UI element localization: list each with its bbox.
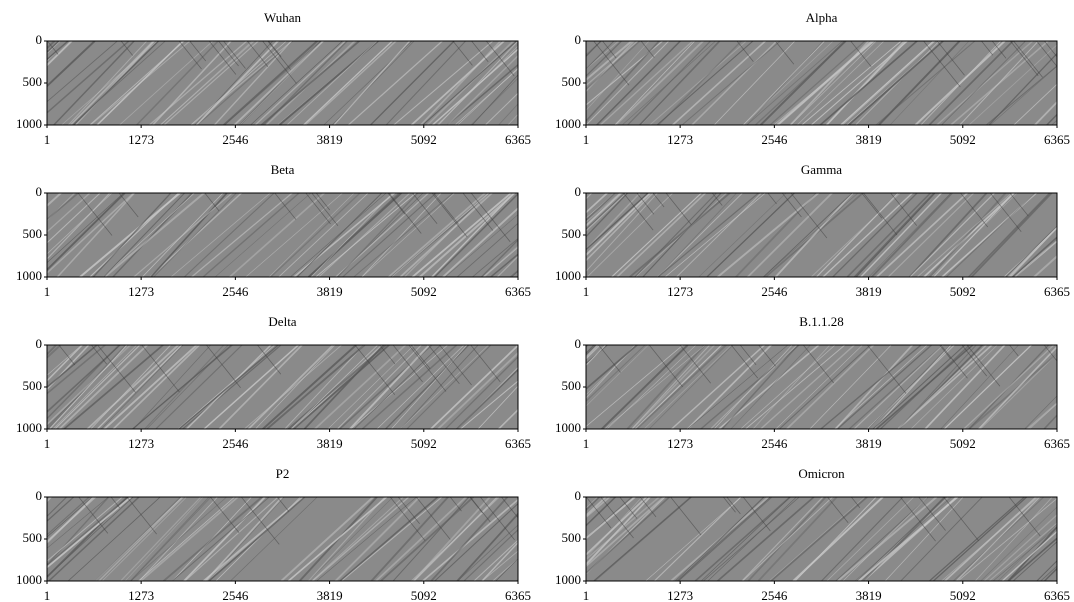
x-tick-label: 3819: [317, 436, 343, 451]
texture-stripe: [1055, 193, 1074, 277]
y-tick-label: 500: [562, 530, 582, 545]
x-tick-label: 6365: [1044, 588, 1070, 602]
x-tick-label: 1273: [128, 284, 154, 299]
y-tick-label: 1000: [16, 116, 42, 131]
x-tick-label: 6365: [1044, 284, 1070, 299]
y-tick-label: 1000: [555, 268, 581, 283]
x-tick-label: 5092: [411, 284, 437, 299]
y-tick-label: 1000: [16, 420, 42, 435]
x-tick-label: 1273: [667, 588, 693, 602]
subplot-title: Gamma: [801, 162, 842, 177]
y-tick-label: 0: [36, 184, 43, 199]
y-tick-label: 500: [23, 226, 43, 241]
x-tick-label: 6365: [1044, 436, 1070, 451]
x-tick-label: 5092: [411, 132, 437, 147]
subplot: B.1.1.28 1 1273 2546 3819 5092 6365 0 500 1000: [504, 314, 1074, 451]
y-tick-label: 0: [575, 488, 582, 503]
figure: Wuhan11273254638195092636505001000Alpha1…: [0, 0, 1074, 602]
x-tick-label: 1273: [128, 436, 154, 451]
x-tick-label: 1: [44, 588, 51, 602]
subplot-title: Alpha: [806, 10, 838, 25]
x-tick-label: 1273: [128, 132, 154, 147]
x-tick-label: 2546: [222, 284, 249, 299]
x-tick-label: 1273: [667, 436, 693, 451]
y-tick-label: 1000: [555, 420, 581, 435]
texture-stripe: [512, 345, 594, 429]
x-tick-label: 1: [583, 284, 590, 299]
texture-stripe: [512, 345, 595, 429]
x-tick-label: 5092: [411, 436, 437, 451]
x-tick-label: 3819: [317, 588, 343, 602]
subplot: P2 1 1273 2546 3819 5092 6365 0 500 1000: [0, 466, 608, 602]
y-tick-label: 1000: [555, 116, 581, 131]
x-tick-label: 2546: [222, 132, 249, 147]
x-tick-label: 3819: [856, 436, 882, 451]
x-tick-label: 2546: [761, 284, 788, 299]
subplot: Omicron 1 1273 2546 3819 5092 6365 0 500 1000: [510, 466, 1074, 602]
y-tick-label: 0: [575, 336, 582, 351]
texture-stripe: [509, 345, 596, 429]
y-tick-label: 0: [36, 488, 43, 503]
y-tick-label: 0: [575, 184, 582, 199]
y-tick-label: 0: [36, 336, 43, 351]
x-tick-label: 1: [583, 436, 590, 451]
x-tick-label: 2546: [761, 132, 788, 147]
x-tick-label: 2546: [222, 436, 249, 451]
subplot: Delta 1 1273 2546 3819 5092 6365 0 500 1000: [0, 314, 605, 451]
subplot-title: Omicron: [798, 466, 845, 481]
subplot: Alpha 1 1273 2546 3819 5092 6365 0 500 1000: [503, 10, 1074, 147]
x-tick-label: 3819: [317, 132, 343, 147]
x-tick-label: 5092: [950, 436, 976, 451]
y-tick-label: 500: [562, 226, 582, 241]
x-tick-label: 6365: [505, 132, 531, 147]
subplot-title: Wuhan: [264, 10, 302, 25]
x-tick-label: 3819: [856, 132, 882, 147]
y-tick-label: 0: [36, 32, 43, 47]
x-tick-label: 2546: [761, 588, 788, 602]
y-tick-label: 0: [575, 32, 582, 47]
x-tick-label: 3819: [856, 588, 882, 602]
subplot-title: B.1.1.28: [799, 314, 843, 329]
subplot: Beta 1 1273 2546 3819 5092 6365 0 500 1000: [0, 162, 609, 299]
y-tick-label: 500: [23, 378, 43, 393]
x-tick-label: 5092: [950, 588, 976, 602]
subplot-title: Delta: [268, 314, 296, 329]
y-tick-label: 500: [562, 378, 582, 393]
x-tick-label: 1: [44, 132, 51, 147]
subplot-title: Beta: [271, 162, 295, 177]
subplot-title: P2: [276, 466, 290, 481]
x-tick-label: 1: [583, 588, 590, 602]
x-tick-label: 1273: [667, 284, 693, 299]
x-tick-label: 3819: [317, 284, 343, 299]
x-tick-label: 5092: [950, 284, 976, 299]
y-tick-label: 500: [23, 74, 43, 89]
x-tick-label: 5092: [950, 132, 976, 147]
x-tick-label: 6365: [505, 436, 531, 451]
x-tick-label: 1273: [128, 588, 154, 602]
y-tick-label: 1000: [555, 572, 581, 587]
x-tick-label: 1: [583, 132, 590, 147]
image-background: [47, 497, 518, 581]
x-tick-label: 5092: [411, 588, 437, 602]
y-tick-label: 1000: [16, 268, 42, 283]
subplot: Gamma 1 1273 2546 3819 5092 6365 0 500 1000: [509, 162, 1074, 299]
x-tick-label: 1273: [667, 132, 693, 147]
subplot: Wuhan 1 1273 2546 3819 5092 6365 0 500 1000: [0, 10, 588, 147]
x-tick-label: 1: [44, 436, 51, 451]
x-tick-label: 1: [44, 284, 51, 299]
y-tick-label: 500: [23, 530, 43, 545]
y-tick-label: 1000: [16, 572, 42, 587]
y-tick-label: 500: [562, 74, 582, 89]
x-tick-label: 3819: [856, 284, 882, 299]
x-tick-label: 6365: [505, 588, 531, 602]
x-tick-label: 6365: [505, 284, 531, 299]
x-tick-label: 2546: [761, 436, 788, 451]
x-tick-label: 6365: [1044, 132, 1070, 147]
x-tick-label: 2546: [222, 588, 249, 602]
